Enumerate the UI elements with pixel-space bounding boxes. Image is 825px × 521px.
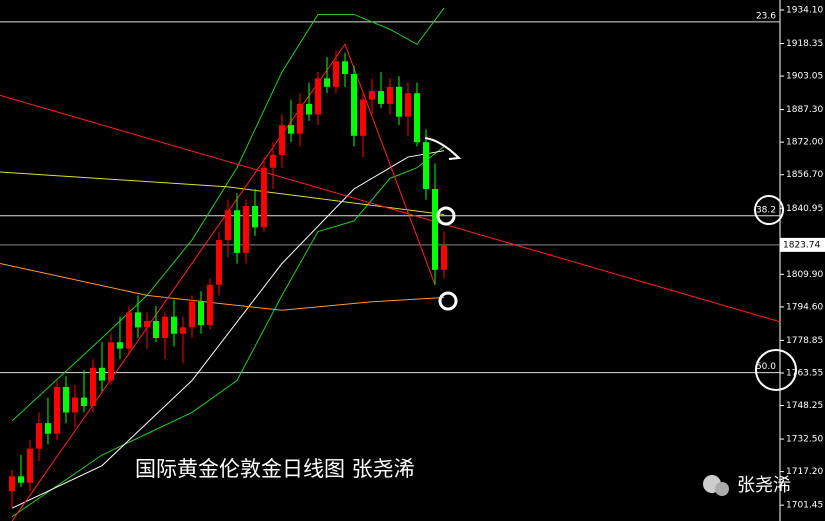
y-tick-label: 1887.30 bbox=[786, 105, 823, 115]
candle-body bbox=[414, 93, 421, 143]
candle-body bbox=[423, 142, 430, 189]
candle-body bbox=[441, 244, 448, 270]
marker-circle bbox=[438, 291, 458, 311]
candle-body bbox=[98, 367, 105, 381]
plot: 23.6 38.2 50.0 bbox=[0, 7, 781, 521]
level-label: 38.2 bbox=[756, 205, 776, 215]
candle-body bbox=[35, 423, 42, 449]
candle-body bbox=[107, 342, 114, 381]
candle-body bbox=[350, 74, 357, 136]
candle-body bbox=[161, 316, 168, 338]
candle-body bbox=[305, 103, 312, 115]
candle-body bbox=[152, 320, 159, 338]
candle-body bbox=[242, 206, 249, 253]
marker-circle bbox=[436, 206, 456, 226]
chart-title: 国际黄金伦敦金日线图 张尧浠 bbox=[135, 457, 415, 481]
candle-body bbox=[206, 284, 213, 326]
indicator-line bbox=[0, 262, 445, 311]
y-tick-label: 1732.50 bbox=[786, 435, 823, 445]
candle-body bbox=[323, 78, 330, 87]
indicator-line bbox=[11, 150, 445, 509]
y-tick-label: 1701.45 bbox=[786, 501, 823, 511]
y-tick-label: 1794.60 bbox=[786, 302, 823, 312]
candle-body bbox=[296, 103, 303, 134]
y-tick-label: 1717.20 bbox=[786, 467, 823, 477]
candle-body bbox=[377, 91, 384, 104]
candle-body bbox=[396, 86, 403, 117]
indicator-line bbox=[0, 94, 781, 323]
y-tick-label: 1778.85 bbox=[786, 336, 823, 346]
candle-body bbox=[170, 316, 177, 334]
candle-body bbox=[432, 188, 439, 270]
marker-circle bbox=[754, 195, 784, 225]
indicator-line bbox=[0, 171, 445, 216]
candle-body bbox=[387, 86, 393, 104]
candle-body bbox=[332, 61, 339, 87]
candle-body bbox=[179, 327, 186, 334]
candle-body bbox=[341, 61, 348, 75]
indicator-line bbox=[11, 146, 445, 518]
candle-body bbox=[17, 476, 24, 483]
candle-body bbox=[215, 240, 222, 285]
candle-body bbox=[44, 423, 51, 434]
y-tick-label: 1872.00 bbox=[786, 138, 823, 148]
candle-body bbox=[125, 312, 132, 349]
y-tick-label: 1856.70 bbox=[786, 170, 823, 180]
watermark-text: 张尧浠 bbox=[737, 475, 791, 496]
candle-body bbox=[314, 78, 321, 115]
candle-body bbox=[251, 206, 258, 228]
candle-body bbox=[197, 301, 204, 326]
y-tick-label: 1918.35 bbox=[786, 39, 823, 49]
candle-body bbox=[405, 93, 412, 117]
candle-body bbox=[188, 301, 195, 328]
y-tick-label: 1748.25 bbox=[786, 401, 823, 411]
level-label: 50.0 bbox=[756, 362, 776, 372]
candle-body bbox=[71, 397, 78, 413]
candle-body bbox=[278, 125, 285, 155]
candle-body bbox=[224, 210, 231, 241]
candle-body bbox=[233, 210, 240, 253]
candle-body bbox=[287, 125, 294, 134]
candle-body bbox=[368, 91, 375, 100]
candle-body bbox=[359, 99, 366, 136]
y-tick-label: 1934.10 bbox=[786, 6, 823, 16]
candle-body bbox=[134, 312, 141, 328]
candle-body bbox=[62, 386, 69, 413]
y-tick-label: 1763.55 bbox=[786, 368, 823, 378]
marker-circle bbox=[755, 349, 797, 391]
candle-body bbox=[260, 167, 267, 228]
candle-body bbox=[269, 154, 276, 168]
level-label: 23.6 bbox=[756, 11, 776, 21]
price-box bbox=[780, 237, 825, 252]
candle-body bbox=[143, 320, 150, 328]
indicator-line bbox=[11, 43, 436, 521]
price-label: 1823.74 bbox=[783, 240, 820, 250]
candle-body bbox=[53, 386, 60, 434]
arrow bbox=[424, 137, 462, 160]
y-tick-label: 1840.95 bbox=[786, 204, 823, 214]
candle-body bbox=[26, 448, 33, 483]
watermark: 张尧浠 bbox=[703, 475, 791, 496]
y-tick-label: 1903.05 bbox=[786, 72, 823, 82]
y-tick-label: 1809.90 bbox=[786, 270, 823, 280]
indicator-line bbox=[11, 7, 445, 422]
candle-body bbox=[89, 367, 96, 407]
candle-body bbox=[8, 476, 15, 492]
candle-body bbox=[80, 397, 87, 407]
candle-body bbox=[116, 342, 123, 349]
